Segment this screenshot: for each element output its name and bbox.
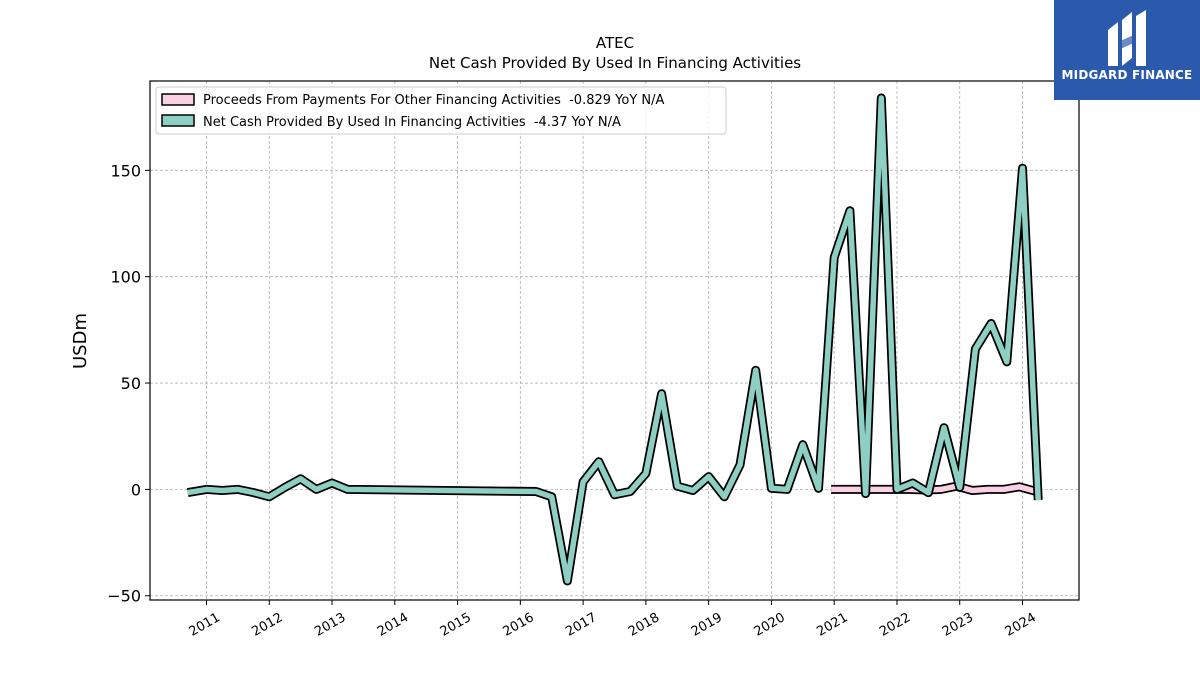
series-layer bbox=[186, 93, 1043, 586]
x-tick-label: 2022 bbox=[877, 610, 913, 640]
chart-subtitle: Net Cash Provided By Used In Financing A… bbox=[429, 54, 801, 72]
x-tick-label: 2017 bbox=[563, 610, 599, 640]
y-tick-label: 150 bbox=[110, 161, 141, 180]
legend-swatch-1 bbox=[161, 114, 195, 127]
x-tick-label: 2020 bbox=[752, 610, 788, 640]
x-tick-label: 2015 bbox=[438, 610, 474, 640]
y-tick-label: 50 bbox=[121, 374, 141, 393]
legend-swatch-0 bbox=[161, 93, 195, 106]
x-tick-label: 2012 bbox=[249, 610, 285, 640]
x-tick-label: 2018 bbox=[626, 610, 662, 640]
logo: MIDGARD FINANCE bbox=[1054, 0, 1200, 100]
chart-title: ATEC bbox=[596, 34, 634, 52]
y-tick-label: 0 bbox=[131, 480, 141, 499]
x-tick-label: 2016 bbox=[501, 610, 537, 640]
y-axis-label: USDm bbox=[70, 313, 91, 369]
x-tick-label: 2014 bbox=[375, 610, 411, 640]
logo-mark-icon bbox=[1108, 10, 1146, 66]
x-tick-label: 2011 bbox=[187, 610, 223, 640]
legend-box bbox=[155, 86, 727, 135]
x-tick-label: 2021 bbox=[814, 610, 850, 640]
x-tick-label: 2019 bbox=[689, 610, 725, 640]
plot-frame bbox=[149, 80, 1080, 601]
legend: Proceeds From Payments For Other Financi… bbox=[155, 86, 727, 135]
grid bbox=[150, 81, 1079, 600]
legend-label-0: Proceeds From Payments For Other Financi… bbox=[203, 93, 664, 108]
series-1-line bbox=[187, 95, 1041, 584]
logo-text: MIDGARD FINANCE bbox=[1061, 68, 1193, 82]
x-tick-label: 2013 bbox=[312, 610, 348, 640]
y-tick-label: 100 bbox=[110, 268, 141, 287]
x-tick-label: 2023 bbox=[940, 610, 976, 640]
y-tick-label: −50 bbox=[107, 587, 141, 606]
x-tick-label: 2024 bbox=[1003, 610, 1039, 640]
legend-label-1: Net Cash Provided By Used In Financing A… bbox=[203, 115, 621, 130]
